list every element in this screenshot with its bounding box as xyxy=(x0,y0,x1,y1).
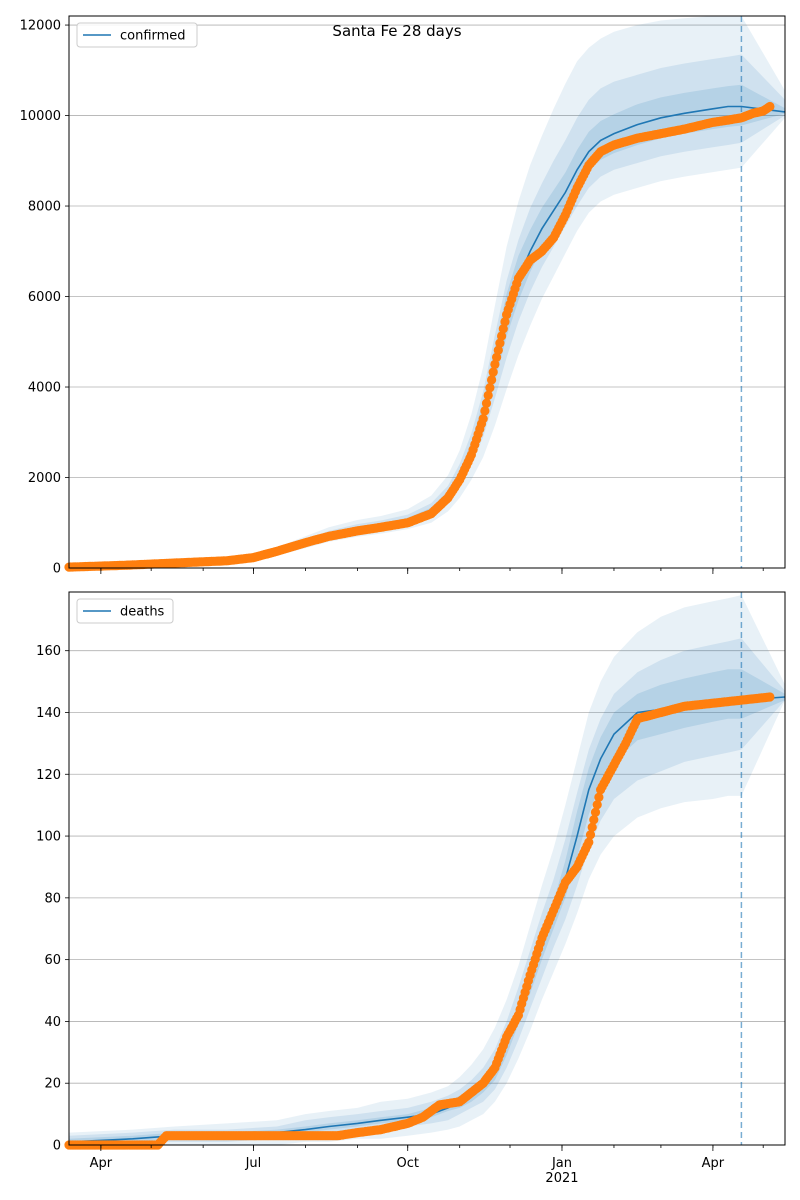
confirmed-panel: 0 2000 4000 6000 8000 10000 12000 confirmed xyxy=(20,15,786,577)
y-tick-label: 8000 xyxy=(28,200,61,215)
figure-title: Santa Fe 28 days xyxy=(332,22,461,40)
uncertainty-band xyxy=(69,638,785,1145)
observed-point xyxy=(498,324,508,334)
observed-point xyxy=(487,375,497,385)
y-tick-label: 20 xyxy=(44,1077,61,1092)
observed-point xyxy=(495,338,505,348)
y-tick-label: 0 xyxy=(53,1139,61,1154)
y-tick-label: 60 xyxy=(44,953,61,968)
legend-box xyxy=(76,22,198,48)
observed-point xyxy=(493,345,503,355)
plot-frame xyxy=(68,591,786,1146)
observed-point xyxy=(480,406,490,416)
y-tick-label: 0 xyxy=(53,562,61,577)
observed-point xyxy=(765,101,775,112)
observed-point xyxy=(589,815,599,825)
uncertainty-band xyxy=(69,595,785,1145)
x-tick-sublabel: 2021 xyxy=(545,1171,578,1186)
y-tick-label: 12000 xyxy=(20,19,61,34)
y-tick-label: 100 xyxy=(36,830,61,845)
y-tick-label: 4000 xyxy=(28,381,61,396)
x-tick-label: Jul xyxy=(245,1156,262,1171)
observed-point xyxy=(483,390,493,400)
legend-label: deaths xyxy=(120,605,165,620)
observed-point xyxy=(590,807,601,817)
observed-point xyxy=(485,383,495,393)
observed-point xyxy=(500,317,510,327)
observed-point xyxy=(478,414,488,424)
uncertainty-band xyxy=(69,669,785,1145)
uncertainty-band xyxy=(69,54,785,568)
observed-point xyxy=(497,331,507,341)
y-tick-label: 2000 xyxy=(28,471,61,486)
y-tick-label: 10000 xyxy=(20,109,61,124)
x-tick-label: Oct xyxy=(396,1156,418,1171)
observed-point xyxy=(490,359,500,369)
observed-point xyxy=(584,837,594,847)
legend-label: confirmed xyxy=(120,29,186,44)
y-tick-label: 80 xyxy=(44,891,61,906)
observed-point xyxy=(481,398,492,408)
x-tick-label: Apr xyxy=(702,1156,725,1171)
observed-point xyxy=(594,792,604,802)
observed-point xyxy=(765,692,775,702)
plot-frame xyxy=(68,15,786,569)
observed-point xyxy=(587,822,597,832)
legend-box xyxy=(76,598,174,624)
y-tick-label: 140 xyxy=(36,706,61,721)
observed-point xyxy=(492,352,502,362)
y-tick-label: 40 xyxy=(44,1015,61,1030)
y-tick-label: 6000 xyxy=(28,290,61,305)
observed-point xyxy=(592,800,602,810)
y-tick-label: 160 xyxy=(36,644,61,659)
x-tick-label: Apr xyxy=(90,1156,113,1171)
x-tick-label: Jan xyxy=(551,1156,572,1171)
observed-point xyxy=(488,367,498,377)
observed-point xyxy=(585,830,596,840)
y-tick-label: 120 xyxy=(36,768,61,783)
